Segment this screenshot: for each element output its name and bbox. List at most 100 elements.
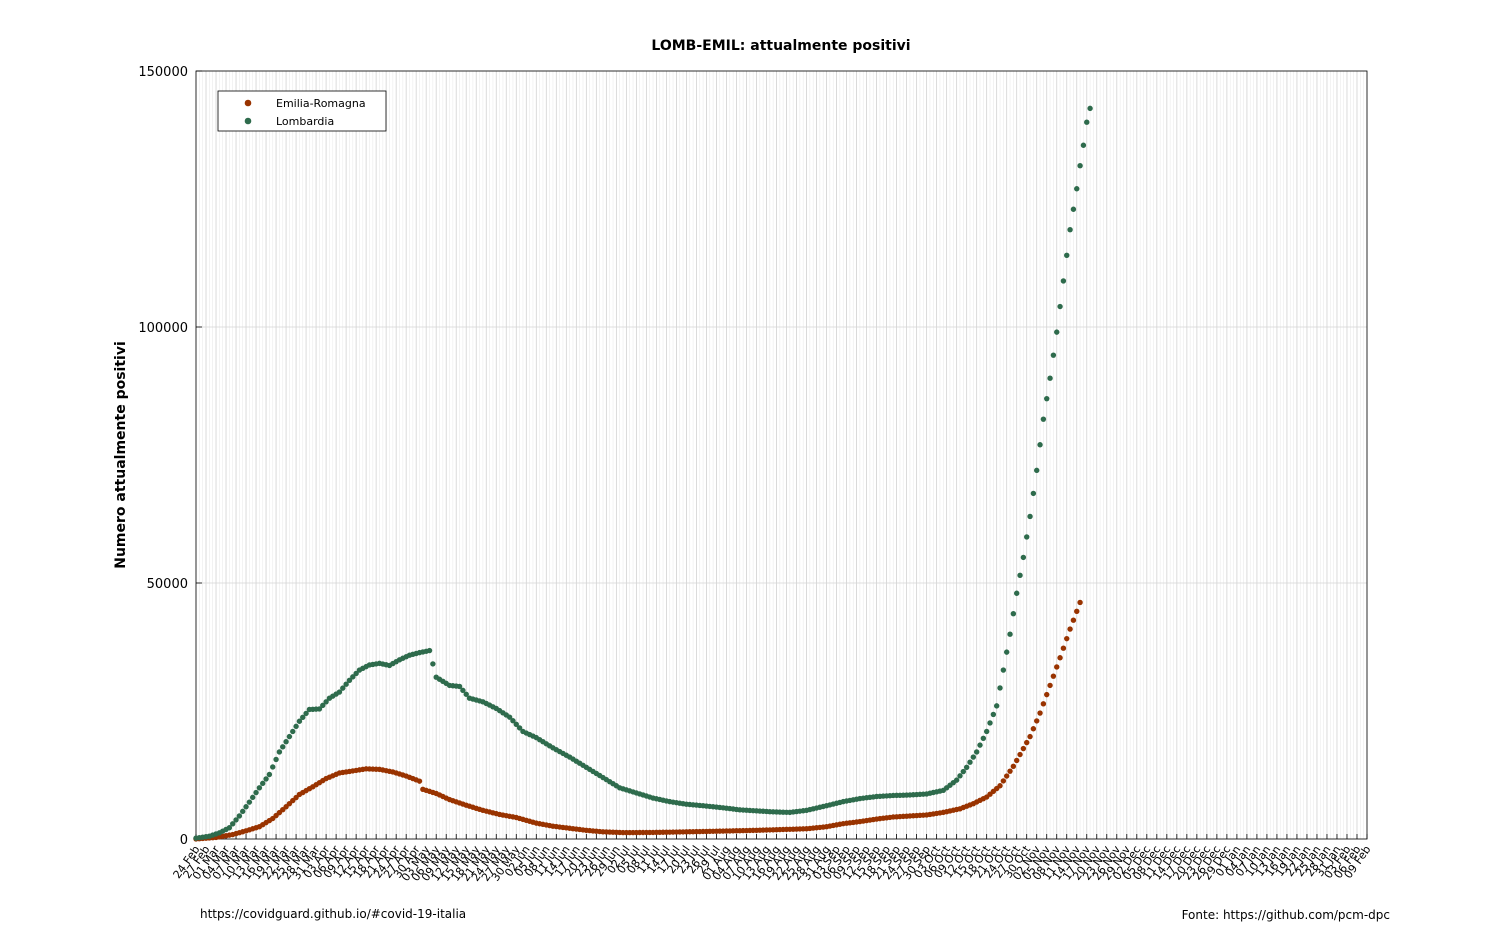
data-point bbox=[957, 773, 963, 779]
data-point bbox=[323, 699, 329, 705]
data-point bbox=[1014, 757, 1020, 764]
data-point bbox=[340, 685, 346, 691]
data-point bbox=[426, 647, 433, 654]
data-point bbox=[230, 821, 236, 827]
data-point bbox=[1030, 726, 1037, 732]
plot-area bbox=[193, 105, 1093, 842]
data-point bbox=[236, 813, 243, 819]
series-lombardia bbox=[193, 105, 1093, 841]
y-tick-label: 0 bbox=[180, 833, 188, 848]
data-point bbox=[967, 759, 973, 765]
data-point bbox=[1080, 142, 1087, 148]
data-point bbox=[1077, 599, 1083, 606]
data-point bbox=[997, 783, 1003, 789]
data-point bbox=[256, 785, 263, 791]
data-point bbox=[1064, 252, 1070, 259]
data-point bbox=[260, 780, 266, 787]
data-point bbox=[346, 677, 353, 683]
legend: Emilia-Romagna Lombardia bbox=[217, 90, 387, 132]
data-point bbox=[510, 718, 516, 724]
data-point bbox=[1074, 608, 1080, 615]
data-point bbox=[1044, 691, 1050, 698]
data-point bbox=[226, 825, 233, 831]
data-point bbox=[993, 703, 1000, 709]
data-point bbox=[513, 721, 519, 728]
data-point bbox=[303, 710, 309, 717]
data-point bbox=[1024, 739, 1030, 746]
data-point bbox=[516, 725, 523, 731]
data-point bbox=[233, 817, 239, 823]
data-point bbox=[1030, 490, 1037, 497]
data-point bbox=[973, 749, 980, 755]
data-point bbox=[430, 661, 436, 667]
data-point bbox=[1050, 673, 1057, 679]
footer-link[interactable]: https://covidguard.github.io/#covid-19-i… bbox=[200, 907, 466, 921]
series-emilia-romagna bbox=[193, 599, 1083, 842]
data-point bbox=[343, 681, 349, 687]
data-point bbox=[300, 714, 306, 721]
data-point bbox=[253, 789, 259, 796]
data-point bbox=[1054, 329, 1060, 335]
data-point bbox=[1067, 227, 1073, 233]
data-point bbox=[1084, 119, 1090, 125]
data-point bbox=[1034, 467, 1040, 474]
data-point bbox=[1047, 682, 1053, 689]
data-point bbox=[296, 718, 303, 724]
data-point bbox=[273, 756, 279, 763]
data-point bbox=[1007, 631, 1013, 637]
data-point bbox=[1000, 778, 1007, 784]
legend-marker-emilia-romagna bbox=[244, 99, 252, 107]
y-tick-label: 100000 bbox=[138, 321, 188, 336]
data-point bbox=[1003, 773, 1010, 779]
data-point bbox=[416, 778, 423, 784]
data-point bbox=[463, 691, 469, 697]
legend-box bbox=[217, 90, 387, 132]
data-point bbox=[963, 764, 970, 771]
data-point bbox=[1037, 710, 1043, 716]
data-point bbox=[1017, 572, 1023, 579]
legend-marker-lombardia bbox=[244, 117, 252, 125]
data-point bbox=[1040, 701, 1047, 707]
data-point bbox=[1020, 745, 1027, 752]
data-point bbox=[1060, 645, 1067, 651]
legend-label-lombardia: Lombardia bbox=[276, 115, 334, 128]
data-point bbox=[350, 674, 356, 680]
data-point bbox=[1010, 611, 1017, 617]
data-point bbox=[1034, 718, 1040, 724]
data-point bbox=[243, 804, 249, 810]
data-point bbox=[987, 720, 993, 726]
data-point bbox=[1040, 416, 1047, 422]
data-point bbox=[970, 754, 977, 760]
data-point bbox=[1027, 513, 1033, 520]
data-point bbox=[290, 728, 296, 735]
data-point bbox=[240, 808, 246, 815]
data-point bbox=[266, 771, 273, 778]
data-point bbox=[1067, 626, 1073, 632]
data-point bbox=[1020, 554, 1027, 561]
data-point bbox=[1077, 163, 1083, 169]
data-point bbox=[246, 799, 253, 805]
data-point bbox=[997, 685, 1003, 691]
data-point bbox=[456, 683, 463, 690]
data-point bbox=[1027, 733, 1033, 740]
data-point bbox=[1047, 375, 1053, 381]
data-point bbox=[1074, 186, 1080, 192]
data-point bbox=[1070, 206, 1077, 212]
data-point bbox=[1010, 763, 1017, 769]
data-point bbox=[286, 733, 293, 740]
data-point bbox=[1003, 649, 1010, 655]
grid bbox=[195, 70, 1368, 840]
data-point bbox=[506, 714, 513, 720]
footer-source: Fonte: https://github.com/pcm-dpc bbox=[1182, 908, 1390, 922]
data-point bbox=[283, 739, 289, 745]
data-point bbox=[1017, 751, 1023, 758]
chart-title: LOMB-EMIL: attualmente positivi bbox=[651, 38, 910, 54]
data-point bbox=[280, 744, 286, 750]
y-tick-label: 150000 bbox=[138, 65, 188, 80]
data-point bbox=[1044, 395, 1050, 402]
data-point bbox=[977, 742, 983, 748]
legend-label-emilia-romagna: Emilia-Romagna bbox=[276, 97, 366, 110]
data-point bbox=[1037, 442, 1043, 448]
data-point bbox=[983, 728, 990, 735]
